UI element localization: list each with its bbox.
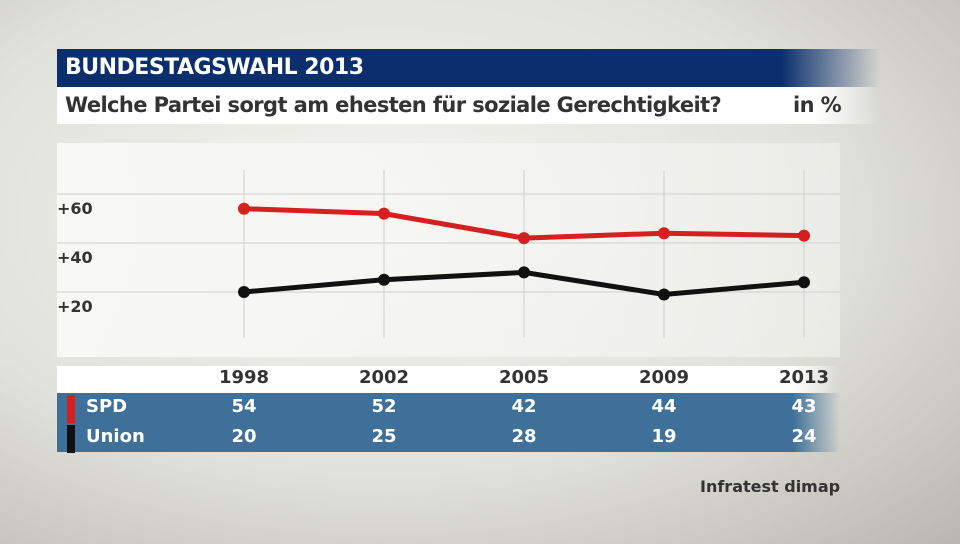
chart-question: Welche Partei sorgt am ehesten für sozia… (57, 87, 880, 124)
question-text: Welche Partei sorgt am ehesten für sozia… (65, 93, 722, 117)
y-tick-label: +40 (57, 248, 93, 267)
unit-label: in % (793, 93, 842, 117)
chart-title: BUNDESTAGSWAHL 2013 (57, 49, 880, 87)
table-value: 43 (791, 396, 817, 417)
data-point-union (798, 276, 810, 289)
y-tick-label: +60 (57, 199, 93, 218)
column-header-year: 1998 (218, 367, 270, 388)
data-point-union (238, 286, 250, 298)
table-value: 28 (511, 426, 537, 447)
column-header-year: 2013 (778, 367, 830, 388)
table-value: 52 (371, 396, 397, 417)
column-header-year: 2005 (498, 367, 550, 388)
legend-swatch (67, 395, 75, 423)
data-point-union (378, 273, 390, 286)
table-header (57, 366, 840, 393)
series-label: SPD (86, 396, 128, 417)
y-tick-label: +20 (57, 297, 93, 316)
plot-area (57, 143, 840, 357)
table-value: 42 (511, 396, 537, 417)
source-label: Infratest dimap (700, 477, 841, 496)
table-body (57, 393, 840, 452)
data-point-union (658, 288, 670, 301)
column-header-year: 2009 (638, 367, 690, 388)
table-value: 25 (371, 426, 397, 447)
table-value: 19 (651, 426, 677, 447)
data-point-spd (238, 202, 250, 215)
table-value: 20 (231, 426, 257, 447)
table-value: 24 (791, 426, 817, 447)
data-point-spd (378, 207, 390, 220)
table-value: 44 (651, 396, 677, 417)
data-point-spd (518, 232, 530, 245)
series-label: Union (86, 426, 145, 447)
legend-swatch (67, 425, 75, 453)
data-point-spd (798, 229, 810, 242)
table-value: 54 (231, 396, 257, 417)
data-point-spd (658, 227, 670, 240)
data-point-union (518, 266, 530, 279)
column-header-year: 2002 (358, 367, 410, 388)
